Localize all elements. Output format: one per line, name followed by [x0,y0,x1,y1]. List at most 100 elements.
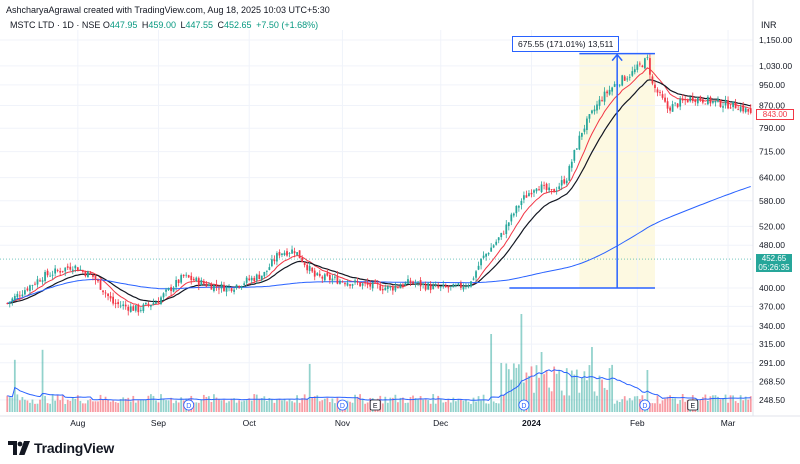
candle-body [276,253,278,262]
candle-body [361,283,364,286]
candle-body [235,284,238,289]
volume-bar [575,369,578,412]
volume-bar [150,394,152,412]
volume-bar [215,397,218,412]
candle-body [134,305,137,311]
candle-body [407,279,409,284]
candle-body [555,190,558,192]
volume-bar [81,403,84,412]
y-tick-label: 870.00 [759,101,785,111]
candle-body [495,241,498,245]
volume-bar [265,400,268,412]
candle-body [505,224,508,235]
volume-bar [439,398,442,412]
candle-body [427,283,430,290]
candle-body [182,274,185,277]
candle-body [442,284,445,287]
volume-bar [621,399,624,412]
candle-body [94,275,97,281]
candle-body [177,279,180,283]
volume-bar [99,394,102,412]
candle-body [553,189,556,193]
candle-body [89,272,92,275]
volume-bar [495,403,498,412]
candle-body [734,102,737,109]
candle-body [97,279,99,282]
volume-bar [71,397,74,412]
volume-bar [162,399,165,412]
candle-body [215,284,218,287]
tradingview-logo[interactable]: TradingView [8,440,114,456]
candle-body [306,264,309,271]
candle-body [175,279,178,288]
candle-body [354,280,356,283]
volume-bar [465,399,467,412]
volume-bar [500,362,503,412]
volume-bar [407,402,409,412]
volume-bar [538,377,540,412]
volume-bar [258,398,261,412]
candle-body [641,65,644,68]
candle-body [535,188,538,192]
volume-bar [714,395,717,412]
volume-bar [223,399,225,412]
candle-body [686,99,689,103]
event-marker-label: D [340,403,345,410]
volume-bar [61,394,64,412]
candle-body [129,306,132,312]
candle-body [638,63,641,65]
volume-bar [598,375,601,412]
candle-body [601,100,603,101]
volume-bar [167,400,170,412]
volume-bar [744,396,747,412]
volume-bar [628,398,631,412]
volume-bar [286,401,288,412]
volume-bar [24,399,26,412]
volume-bar [563,395,566,412]
symbol-legend: MSTC LTD · 1D · NSE O447.95 H459.00 L447… [10,20,320,30]
volume-bar [507,369,510,412]
volume-bar [351,402,354,412]
measure-label[interactable]: 675.55 (171.01%) 13,511 [512,36,620,52]
candle-body [437,286,440,288]
candle-body [424,284,427,290]
volume-bar [293,402,296,412]
event-marker-label: D [521,403,526,410]
volume-bar [119,399,122,412]
candle-body [558,186,561,190]
candle-body [359,282,361,287]
candle-body [150,305,152,307]
candle-body [512,213,515,216]
x-tick-label: Feb [630,418,645,428]
volume-bar [457,399,460,412]
volume-bar [109,401,112,412]
candle-body [81,270,84,272]
volume-bar [404,402,407,412]
candle-body [339,280,341,284]
volume-bar [424,399,427,412]
candle-body [414,283,417,285]
symbol-name[interactable]: MSTC LTD · 1D · NSE [10,20,101,30]
candle-body [286,251,288,256]
candle-body [366,282,369,285]
volume-bar [397,402,399,412]
candle-body [56,270,59,271]
event-marker-label: D [186,403,191,410]
volume-bar [550,391,553,412]
candle-body [611,87,614,92]
bar-countdown: 05:26:35 [758,263,790,272]
volume-bar [588,365,591,412]
candle-body [712,100,714,103]
volume-bar [386,402,389,412]
volume-bar [157,402,160,412]
candle-body [99,279,102,290]
volume-bar [444,401,447,412]
volume-bar [200,399,203,412]
volume-bar [132,395,135,412]
candle-body [167,287,170,290]
volume-bar [64,403,67,412]
volume-bar [51,394,54,412]
candle-body [727,100,729,109]
candle-body [29,285,31,291]
